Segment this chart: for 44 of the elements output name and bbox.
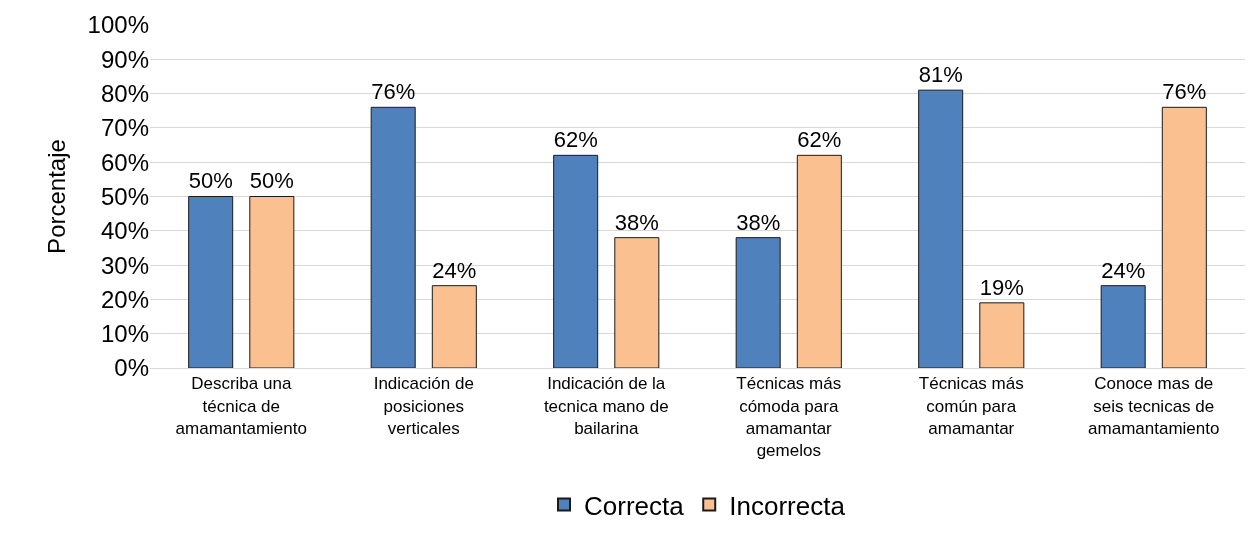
bar: [735, 237, 781, 368]
bar: [249, 196, 295, 368]
data-label: 81%: [918, 62, 963, 88]
data-label: 19%: [979, 274, 1024, 300]
data-label: 76%: [1162, 79, 1207, 105]
y-tick-label: 0%: [114, 354, 149, 382]
y-tick-label: 40%: [100, 217, 149, 245]
data-label: 62%: [797, 127, 842, 153]
y-axis-title: Porcentaje: [42, 139, 70, 254]
bar: [796, 154, 842, 368]
bar: [614, 237, 660, 368]
bar: [553, 154, 599, 368]
bar: [431, 285, 477, 368]
data-label: 38%: [736, 209, 781, 235]
y-tick-label: 70%: [100, 114, 149, 142]
data-label: 76%: [371, 79, 416, 105]
data-label: 24%: [432, 257, 477, 283]
data-label: 24%: [1101, 257, 1146, 283]
legend-label: Correcta: [584, 490, 685, 521]
data-label: 62%: [553, 127, 598, 153]
bar: [979, 302, 1025, 368]
y-tick-label: 50%: [100, 182, 149, 210]
bar: [1161, 106, 1207, 368]
bar: [918, 89, 964, 368]
x-tick-label: Indicación de la tecnica mano de bailarina: [543, 374, 669, 438]
x-tick-label: Técnicas más cómoda para amamantar gemelos: [736, 374, 842, 460]
data-label: 50%: [188, 168, 233, 194]
x-tick-label: Técnicas más común para amamantar: [918, 374, 1024, 438]
x-tick-label: Indicación de posiciones verticales: [373, 374, 474, 438]
y-tick-label: 80%: [100, 80, 149, 107]
x-tick-label: Describa una técnica de amamantamiento: [175, 374, 307, 438]
data-label: 50%: [249, 168, 294, 194]
y-tick-label: 20%: [100, 285, 149, 313]
y-tick-label: 90%: [100, 45, 149, 73]
y-tick-label: 10%: [100, 320, 149, 348]
y-tick-label: 60%: [100, 148, 149, 176]
bar: [1100, 285, 1146, 368]
legend-label: Incorrecta: [729, 490, 846, 521]
x-tick-label: Conoce mas de seis tecnicas de amamantamiento: [1088, 374, 1220, 438]
data-label: 38%: [614, 209, 659, 235]
y-tick-label: 30%: [100, 251, 149, 279]
bar: [188, 196, 234, 368]
bar: [370, 106, 416, 368]
y-tick-label: 100%: [87, 11, 149, 39]
